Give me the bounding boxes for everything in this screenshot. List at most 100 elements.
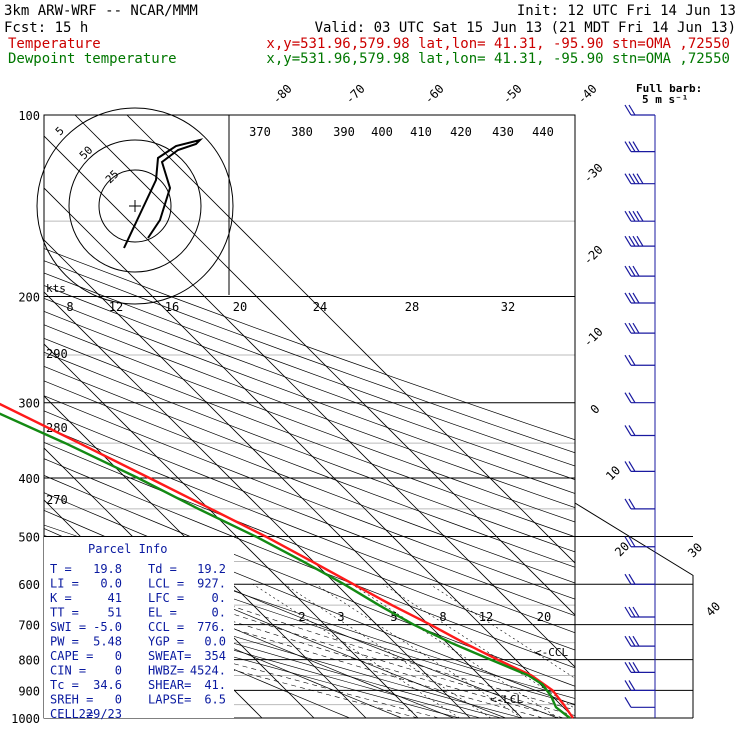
wind-barb [624,425,655,437]
dry-adiabat [44,475,575,687]
mixing-ratio-label: 8 [66,300,73,314]
ccl-marker: <-CCL [535,646,568,659]
hodograph-ring [36,107,234,305]
theta-e-label: 270 [46,493,68,507]
parcel-field-label: T = [50,562,72,576]
valid-time: Valid: 03 UTC Sat 15 Jun 13 (21 MDT Fri … [315,20,736,36]
isotherm-label: 10 [603,463,623,483]
pressure-tick-label: 900 [18,684,40,698]
parcel-field-value: -5.0 [93,620,122,634]
mixing-ratio-label: 20 [233,300,247,314]
pressure-tick-label: 1000 [11,712,40,726]
theta-label: 410 [410,125,432,139]
hodograph-ring-label: 50 [77,144,96,163]
mixing-ratio-line [351,583,559,718]
dry-adiabat [44,458,575,669]
wind-barb [624,141,655,153]
dry-adiabat [44,410,575,617]
hodograph-ring-label: 25 [103,168,122,187]
lcl-marker: <-LCL [490,693,523,706]
parcel-field-value: 41 [108,591,122,605]
isotherm [0,115,2,718]
dry-adiabat [44,566,402,718]
pressure-tick-label: 700 [18,619,40,633]
mixing-ratio-label-low: 5 [390,610,397,624]
isotherm [44,343,419,718]
wind-barb [624,461,655,473]
mixing-ratio-label-low: 3 [337,610,344,624]
mixing-ratio-label-low: 12 [479,610,493,624]
parcel-field-label: LAPSE= [148,693,191,707]
mixing-ratio-label-low: 20 [537,610,551,624]
parcel-field-value: 0. [212,591,226,605]
isotherm-label: -20 [581,243,606,268]
parcel-field-value: 4524. [190,664,226,678]
mixing-ratio-line [284,583,491,718]
dry-adiabat [44,260,575,454]
isotherm-label: 0 [588,402,603,417]
parcel-field-label: TT = [50,606,79,620]
pressure-tick-label: 500 [18,530,40,544]
pressure-tick-label: 800 [18,654,40,668]
dry-adiabat [44,442,575,651]
forecast-hour: Fcst: 15 h [4,20,88,36]
parcel-field-value: 0.0 [204,635,226,649]
lower-panel-boundary [574,478,694,718]
wind-barb [624,635,655,647]
isotherm [44,395,367,718]
parcel-field-value: 0 [115,693,122,707]
parcel-field-label: PW = [50,635,79,649]
temperature-info: x,y=531.96,579.98 lat,lon= 41.31, -95.90… [266,36,730,52]
moist-adiabat [44,565,564,718]
parcel-field-label: SHEAR= [148,678,191,692]
parcel-field-label: LCL = [148,577,184,591]
isotherm [44,291,471,718]
wind-barb [624,354,655,366]
dry-adiabat [44,395,575,600]
parcel-field-value: 927. [197,577,226,591]
hodograph-trace [123,138,204,249]
parcel-info-box: Parcel Info T = 19.8 Td = 19.2LI = 0.0 LCL = 9… [44,537,234,721]
isotherm-label: -40 [575,82,600,107]
wind-barb [624,536,655,548]
wind-barb [624,265,655,277]
parcel-field-value: 0 [115,649,122,663]
hodograph-units: kts [46,282,66,295]
parcel-field-label: EL = [148,606,177,620]
parcel-field-value: 41. [204,678,226,692]
isotherm [44,135,575,668]
parcel-info-title: Parcel Info [88,542,167,556]
mixing-ratio-line [429,583,575,679]
hodograph-ring-label: 5 [53,124,67,138]
theta-label: 420 [450,125,472,139]
wind-barb [624,104,655,116]
parcel-field-label: CCL = [148,620,184,634]
parcel-field-label: SWEAT= [148,649,191,663]
parcel-field-value: 19.2 [197,562,226,576]
mixing-ratio-label: 32 [501,300,515,314]
isotherm-label: -30 [581,161,606,186]
parcel-field-value: 354 [204,649,226,663]
mixing-ratio-line [382,583,575,709]
dewpoint-info: x,y=531.96,579.98 lat,lon= 41.31, -95.90… [266,51,730,67]
mixing-ratio-label-low: 2 [298,610,305,624]
temperature-label: Temperature [8,36,101,52]
parcel-field-label: HWBZ= [148,664,184,678]
wind-barbs [624,104,656,718]
wind-barb [624,662,655,673]
theta-label: 440 [532,125,554,139]
parcel-field-value: 0. [212,606,226,620]
isotherm-label: -60 [422,82,447,107]
hodograph-ring [68,139,202,273]
wind-barb [624,680,655,692]
dry-adiabat [44,366,575,568]
parcel-field-label: K = [50,591,72,605]
parcel-field-label: CIN = [50,664,86,678]
parcel-field-value: 0.0 [100,577,122,591]
parcel-field-label: LI = [50,577,79,591]
theta-e-label: 290 [46,347,68,361]
parcel-field-value: 19.8 [93,562,122,576]
dry-adiabat [44,297,575,494]
wind-barb-scale-label: Full barb: 5 m s⁻¹ [636,82,702,106]
